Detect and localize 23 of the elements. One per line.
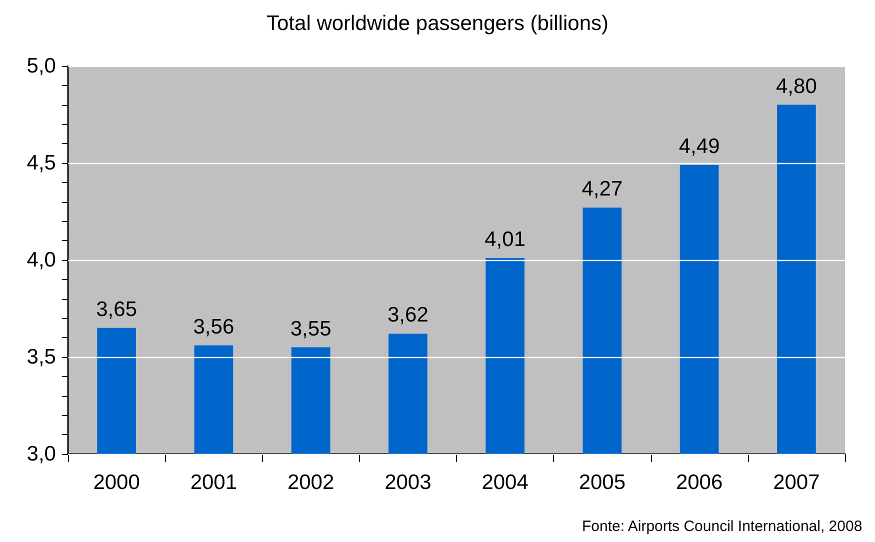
data-label: 4,80 [776,74,817,98]
y-tick-label: 3,0 [26,442,56,466]
x-tick-label: 2000 [93,471,140,494]
data-label: 3,62 [388,304,428,327]
source-note: Fonte: Airports Council International, 2008 [582,518,862,535]
x-tick-label: 2001 [190,471,238,494]
y-tick-label: 4,5 [26,152,56,174]
y-tick-label: 3,5 [26,346,56,368]
x-tick-label: 2006 [676,471,723,494]
x-tick-label: 2005 [578,471,626,494]
data-label: 4,49 [678,134,720,158]
x-tick-label: 2004 [482,471,529,494]
data-label: 3,65 [96,298,137,321]
x-tick-label: 2007 [773,471,820,494]
y-tick-label: 5,0 [26,54,56,78]
y-tick-label: 4,0 [26,248,56,272]
chart-title: Total worldwide passengers (billions) [266,12,608,35]
data-label: 3,56 [193,315,234,338]
x-tick-label: 2002 [287,471,334,494]
data-label: 4,01 [484,228,526,252]
data-label: 3,55 [290,317,332,340]
data-label: 4,27 [582,178,623,201]
x-tick-label: 2003 [384,471,432,494]
